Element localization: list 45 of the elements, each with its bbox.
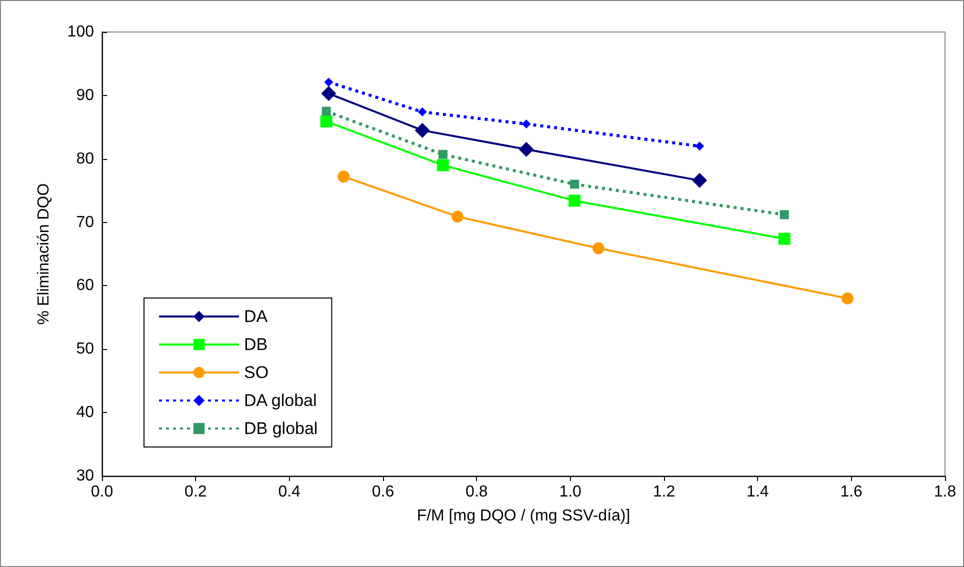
legend-label: SO (244, 363, 269, 382)
x-tick-label: 0.6 (372, 484, 394, 500)
point (592, 242, 604, 254)
point (568, 194, 581, 207)
x-axis-title: F/M [mg DQO / (mg SSV-día)] (416, 508, 630, 524)
x-tick-label: 0.8 (466, 484, 488, 500)
x-tick-label: 1.2 (652, 484, 676, 500)
x-tick-label: 1.0 (559, 484, 582, 500)
point (570, 180, 580, 189)
x-tick-label: 1.4 (746, 484, 769, 500)
x-tick-label: 1.6 (840, 484, 863, 500)
point (438, 150, 448, 159)
x-tick-label: 1.8 (934, 484, 956, 500)
x-tick-label: 0.0 (90, 484, 114, 500)
y-tick-label: 100 (67, 24, 94, 40)
point (780, 210, 789, 220)
point (451, 210, 464, 223)
y-tick-label: 80 (76, 150, 94, 168)
y-tick-label: 60 (76, 277, 94, 294)
point (695, 142, 704, 151)
point (778, 232, 790, 245)
point (522, 119, 531, 128)
point (321, 86, 336, 102)
point (338, 170, 350, 183)
y-tick-label: 90 (76, 86, 94, 104)
y-tick-label: 50 (76, 340, 94, 358)
x-tick-label: 0.4 (278, 484, 301, 500)
point (418, 107, 427, 116)
point (436, 159, 449, 172)
point (324, 78, 334, 87)
legend-label: DB (244, 335, 268, 354)
point (322, 106, 331, 116)
legend-label: DA (244, 307, 268, 326)
point (518, 142, 534, 157)
point (842, 292, 854, 304)
y-tick-label: 70 (76, 214, 94, 231)
point (414, 122, 430, 138)
legend-label: DB global (244, 419, 318, 438)
legend-label: DA global (244, 391, 317, 410)
y-axis-title: % Eliminación DQO (36, 183, 52, 325)
point (692, 172, 708, 188)
x-tick-label: 0.2 (184, 484, 207, 500)
y-tick-label: 40 (76, 404, 94, 422)
y-tick-label: 30 (76, 468, 94, 484)
point (320, 115, 332, 128)
